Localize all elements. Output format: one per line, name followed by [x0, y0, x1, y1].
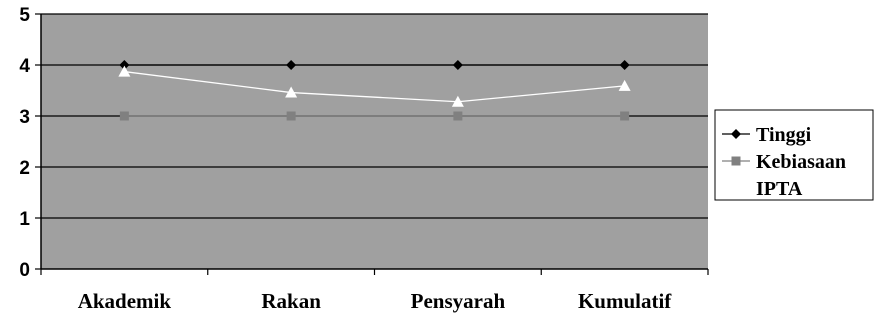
legend-marker-ipta — [730, 182, 742, 193]
x-tick-label: Rakan — [261, 289, 321, 313]
y-tick-label: 4 — [19, 56, 30, 77]
legend-item-kebiasaan: Kebiasaan — [722, 151, 846, 173]
data-point-kebiasaan — [119, 111, 129, 121]
legend-marker-kebiasaan — [731, 156, 741, 166]
series-tinggi — [119, 60, 630, 70]
x-tick-label: Pensyarah — [411, 289, 506, 313]
data-point-tinggi — [452, 60, 463, 70]
x-tick-label: Kumulatif — [578, 289, 672, 313]
series-kebiasaan — [119, 111, 630, 121]
y-tick-label: 2 — [19, 158, 30, 179]
data-point-tinggi — [619, 60, 630, 70]
legend-label-ipta: IPTA — [756, 178, 803, 200]
legend-label-kebiasaan: Kebiasaan — [756, 151, 846, 173]
y-axis: 0 1 2 3 4 5 — [19, 5, 41, 281]
plot-area — [41, 14, 708, 269]
data-point-kebiasaan — [286, 111, 296, 121]
series-line-ipta — [124, 70, 625, 103]
data-point-ipta — [285, 86, 298, 98]
data-point-kebiasaan — [620, 111, 630, 121]
legend-item-tinggi: Tinggi — [722, 124, 812, 146]
y-tick-label: 1 — [19, 209, 30, 230]
legend-label-tinggi: Tinggi — [756, 124, 812, 146]
x-axis: Akademik Rakan Pensyarah Kumulatif — [40, 269, 709, 313]
data-point-tinggi — [119, 60, 130, 70]
legend: Tinggi Kebiasaan IPTA — [714, 109, 874, 201]
data-point-ipta — [118, 65, 131, 77]
series-layer — [118, 60, 631, 121]
data-point-kebiasaan — [453, 111, 463, 121]
legend-item-ipta: IPTA — [722, 178, 803, 200]
y-tick-label: 0 — [19, 260, 30, 281]
data-point-ipta — [618, 79, 631, 91]
legend-box — [714, 109, 874, 201]
y-tick-label: 3 — [19, 107, 30, 128]
series-ipta — [118, 65, 631, 107]
legend-marker-tinggi — [731, 129, 741, 139]
x-tick-label: Akademik — [78, 289, 172, 313]
data-point-tinggi — [286, 60, 297, 70]
y-tick-label: 5 — [19, 5, 30, 26]
data-point-ipta — [451, 95, 464, 107]
